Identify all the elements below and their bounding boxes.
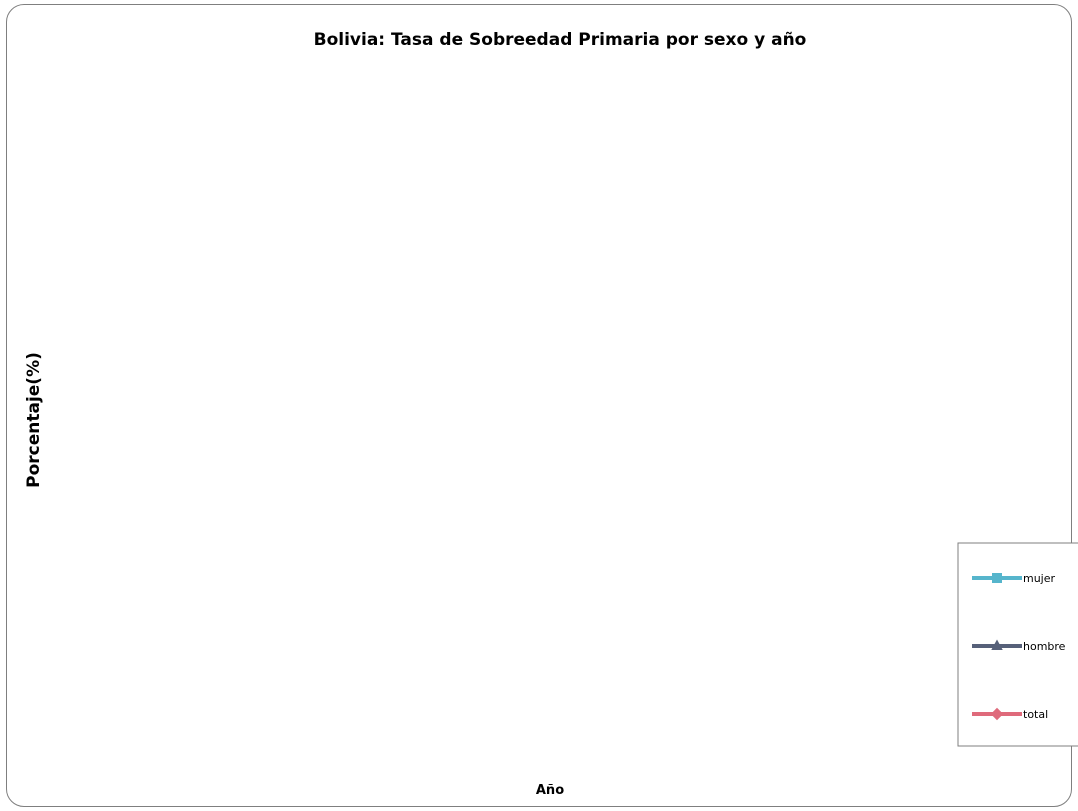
legend-marker-hombre xyxy=(991,639,1003,650)
legend: mujer hombre total xyxy=(957,542,1078,747)
legend-item-total: total xyxy=(972,707,1048,721)
legend-label-mujer: mujer xyxy=(1023,572,1056,585)
legend-marker-total xyxy=(990,707,1004,721)
legend-marker-mujer xyxy=(992,573,1002,583)
y-axis-label: Porcentaje(%) xyxy=(24,352,44,488)
legend-label-total: total xyxy=(1023,708,1048,721)
legend-item-hombre: hombre xyxy=(972,639,1066,653)
chart-title: Bolivia: Tasa de Sobreedad Primaria por … xyxy=(314,30,807,50)
legend-label-hombre: hombre xyxy=(1023,640,1066,653)
x-axis-label: Año xyxy=(536,783,564,798)
chart-frame xyxy=(6,4,1072,807)
legend-item-mujer: mujer xyxy=(972,572,1056,585)
